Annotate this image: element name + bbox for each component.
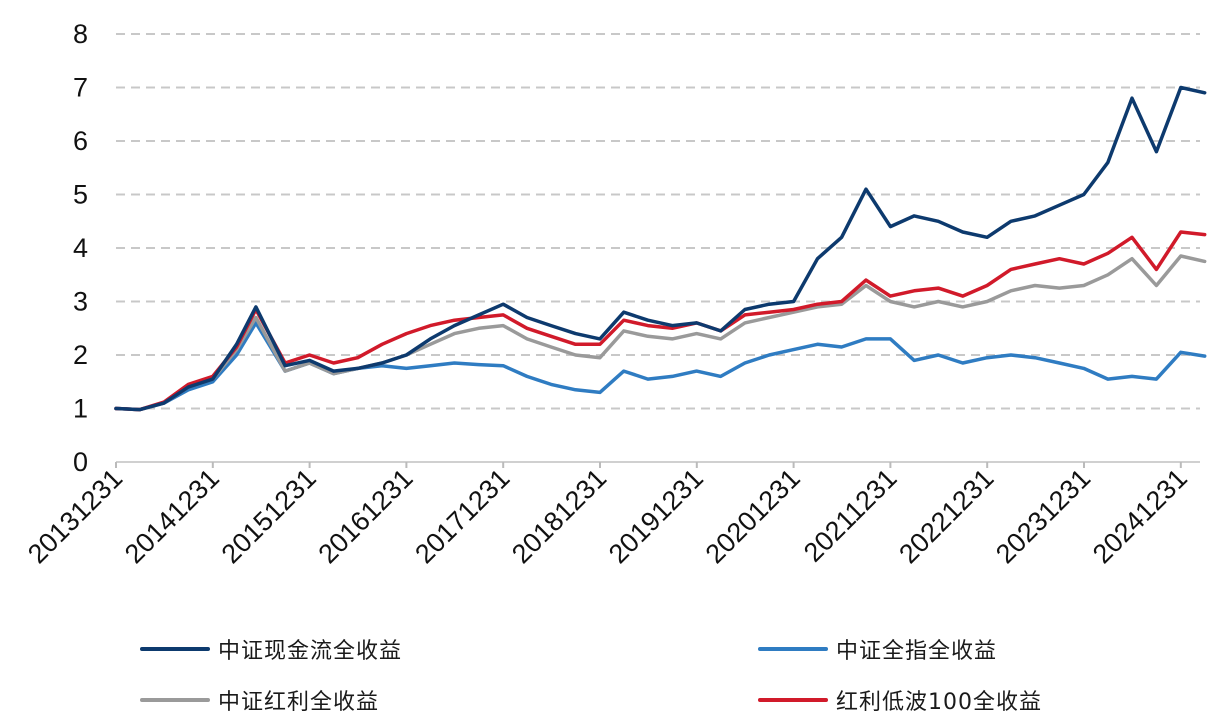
series-line-2 bbox=[114, 254, 1207, 412]
legend-swatch-low-vol-dividend bbox=[758, 698, 828, 702]
y-tick-label: 1 bbox=[73, 394, 88, 424]
series-line-3 bbox=[114, 230, 1207, 412]
legend-label-dividend: 中证红利全收益 bbox=[218, 690, 380, 715]
legend-item-cashflow: 中证现金流全收益 bbox=[140, 633, 402, 665]
x-tick-label: 20241231 bbox=[1087, 463, 1193, 569]
series-lines bbox=[114, 85, 1207, 412]
legend-swatch-dividend bbox=[140, 698, 210, 702]
series-line-0 bbox=[114, 85, 1207, 412]
x-tick-label: 20181231 bbox=[506, 463, 612, 569]
x-tick-label: 20201231 bbox=[700, 463, 806, 569]
y-tick-label: 3 bbox=[73, 287, 88, 317]
x-tick-label: 20231231 bbox=[990, 463, 1096, 569]
x-tick-label: 20221231 bbox=[893, 463, 999, 569]
y-tick-label: 2 bbox=[73, 340, 88, 370]
legend-item-all-share: 中证全指全收益 bbox=[758, 633, 997, 665]
legend-label-cashflow: 中证现金流全收益 bbox=[218, 639, 403, 664]
legend-label-low-vol-dividend: 红利低波100全收益 bbox=[836, 690, 1042, 715]
x-axis: 2013123120141231201512312016123120171231… bbox=[22, 461, 1200, 569]
x-tick-label: 20191231 bbox=[603, 463, 709, 569]
y-tick-label: 6 bbox=[73, 126, 88, 156]
gridlines bbox=[116, 33, 1200, 410]
legend-item-dividend: 中证红利全收益 bbox=[140, 684, 379, 716]
x-tick-label: 20141231 bbox=[119, 463, 225, 569]
x-tick-label: 20131231 bbox=[22, 463, 128, 569]
legend-label-all-share: 中证全指全收益 bbox=[836, 639, 998, 664]
legend-item-low-vol-dividend: 红利低波100全收益 bbox=[758, 684, 1042, 716]
x-tick-label: 20171231 bbox=[409, 463, 515, 569]
y-axis: 0 1 2 3 4 5 6 7 8 bbox=[73, 19, 88, 477]
x-tick-label: 20151231 bbox=[216, 463, 322, 569]
y-tick-label: 4 bbox=[73, 233, 88, 263]
y-tick-label: 0 bbox=[73, 447, 88, 477]
y-tick-label: 5 bbox=[73, 180, 88, 210]
legend-swatch-cashflow bbox=[140, 647, 210, 651]
x-tick-label: 20161231 bbox=[312, 463, 418, 569]
x-tick-label: 20211231 bbox=[798, 463, 903, 568]
y-tick-label: 8 bbox=[73, 19, 88, 49]
y-tick-label: 7 bbox=[73, 73, 88, 103]
legend-swatch-all-share bbox=[758, 647, 828, 651]
